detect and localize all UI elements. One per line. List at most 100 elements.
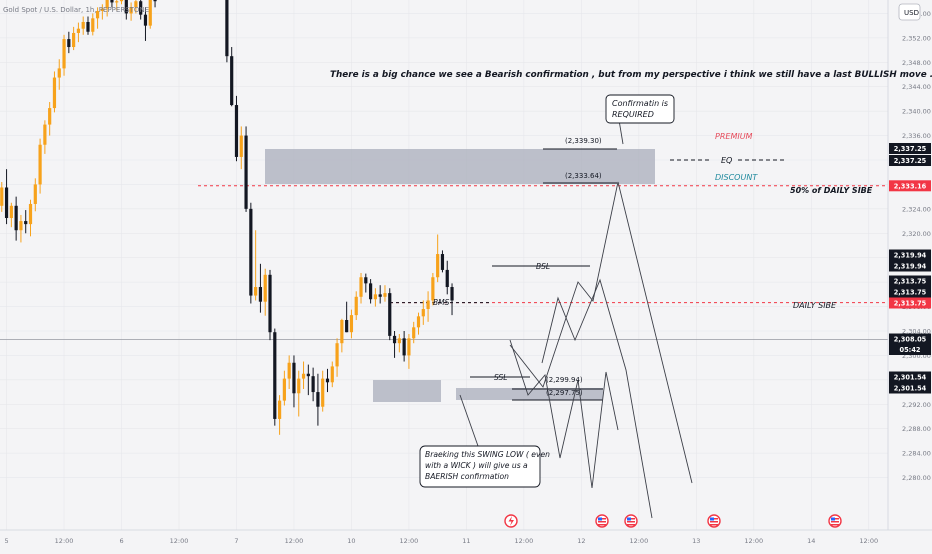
price-tick-label: 2,280.00 — [902, 474, 931, 482]
candle — [258, 263, 263, 313]
time-tick-label: 12:00 — [55, 537, 74, 545]
price-tag-label: 2,337.25 — [894, 157, 927, 165]
bsl-label: BSL — [536, 262, 550, 271]
price-tag-label: 2,333.16 — [894, 182, 927, 190]
symbol-title: Gold Spot / U.S. Dollar, 1h, PEPPERSTONE — [3, 6, 149, 14]
candle — [335, 338, 339, 377]
candle — [91, 13, 95, 36]
us-flag-icon-1[interactable] — [595, 514, 609, 528]
time-tick-label: 14 — [807, 537, 815, 545]
price-axis[interactable]: 2,356.002,352.002,348.002,344.002,340.00… — [887, 0, 932, 550]
price-tag-label: 2,301.54 — [894, 374, 927, 382]
candle — [67, 31, 71, 54]
price-tick-label: 2,352.00 — [902, 34, 931, 42]
projection-path-mid — [541, 278, 653, 519]
time-tick-label: 6 — [119, 537, 123, 545]
price-tag — [889, 382, 931, 394]
price-tag-label: 2,313.75 — [894, 300, 927, 308]
price-tag-label: 2,313.75 — [894, 289, 927, 297]
price-axis-bg — [888, 0, 932, 550]
usd-button[interactable] — [898, 3, 921, 21]
candle — [19, 214, 23, 243]
price-tick-label: 2,340.00 — [902, 108, 931, 116]
candle — [14, 196, 18, 241]
time-tick-label: 5 — [4, 537, 8, 545]
time-tick-label: 12:00 — [400, 537, 419, 545]
candle — [100, 4, 104, 20]
time-tick-label: 12:00 — [859, 537, 878, 545]
candle — [364, 273, 368, 293]
price-tag — [889, 297, 931, 309]
candle — [134, 0, 138, 14]
candle — [282, 370, 286, 406]
time-tick-label: 12 — [577, 537, 585, 545]
callout-bottom-line-3: BAERISH confirmation — [425, 472, 509, 481]
time-tick-label: 12:00 — [629, 537, 648, 545]
candle — [28, 199, 33, 237]
candle — [234, 95, 239, 162]
price-tag — [889, 155, 931, 166]
candle — [115, 0, 119, 11]
candle — [76, 22, 81, 43]
callout-pointer-top — [618, 119, 624, 145]
us-flag-icon-3[interactable] — [707, 514, 721, 528]
candle — [311, 367, 315, 402]
price-tag-label: 2,301.54 — [894, 385, 927, 393]
candle — [239, 126, 243, 170]
price-tag — [889, 286, 931, 298]
price-tag-label: 2,308.05 — [894, 336, 927, 344]
candle — [306, 364, 310, 396]
price-tag — [889, 275, 931, 287]
eq-label: EQ — [721, 156, 732, 165]
candle — [72, 26, 76, 51]
candle — [407, 334, 411, 369]
callout-top-line-2: REQUIRED — [612, 110, 654, 119]
event-icon-1[interactable] — [504, 514, 518, 528]
candle — [292, 355, 296, 408]
candle — [349, 309, 354, 339]
callout-pointer-bottom — [459, 394, 479, 447]
candle — [354, 291, 358, 320]
us-flag-icon-2[interactable] — [624, 514, 638, 528]
candle — [383, 285, 387, 302]
callout-top-line-1: Confirmatin is — [612, 99, 668, 108]
demand-zone-right — [456, 388, 603, 400]
price-tag-label: 2,337.25 — [894, 145, 927, 153]
candle — [0, 181, 4, 212]
price-tick-label: 2,344.00 — [902, 83, 931, 91]
candle — [52, 71, 57, 113]
time-tick-label: 12:00 — [285, 537, 304, 545]
candle — [62, 34, 66, 76]
usd-button-label: USD — [904, 9, 919, 17]
price-tag — [889, 249, 931, 261]
price-tick-label: 2,336.00 — [902, 132, 931, 140]
candle — [392, 330, 397, 358]
candle — [369, 279, 373, 304]
ssl-label: SSL — [494, 373, 507, 382]
candle — [230, 47, 234, 107]
level-label-1: (2,339.30) — [565, 137, 602, 145]
candle — [4, 169, 9, 225]
candle — [95, 7, 100, 29]
candle — [225, 0, 229, 63]
price-tag-label: 2,319.94 — [894, 252, 927, 260]
price-tick-label: 2,300.00 — [902, 352, 931, 360]
price-tag — [889, 333, 931, 345]
level-label-4: (2,297.75) — [546, 389, 583, 397]
us-flag-icon-4[interactable] — [828, 514, 842, 528]
premium-label: PREMIUM — [715, 132, 753, 141]
level-label-2: (2,333.64) — [565, 172, 602, 180]
time-axis[interactable]: 5 12:00 6 12:00 7 12:00 10 12:00 11 12:00 12 12:00 1… — [0, 529, 932, 545]
time-tick-label: 10 — [347, 537, 355, 545]
candle — [273, 328, 277, 426]
price-tag-label: 2,319.94 — [894, 263, 927, 271]
candle — [301, 361, 306, 390]
candle — [86, 16, 90, 35]
price-tick-label: 2,320.00 — [902, 230, 931, 238]
candle — [388, 288, 392, 341]
daily-sibe-label: DAILY SIBE — [793, 301, 837, 310]
candle — [38, 138, 42, 194]
candle — [24, 210, 28, 234]
price-labels: 2,337.25 2,337.25 2,333.16 2,319.94 2,319.94… — [889, 143, 931, 394]
